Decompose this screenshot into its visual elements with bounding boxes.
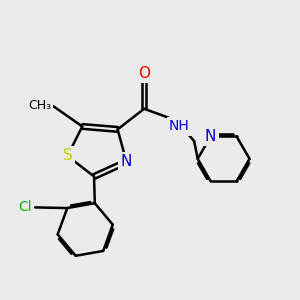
Text: CH₃: CH₃	[28, 99, 51, 112]
Text: N: N	[121, 154, 132, 169]
Text: NH: NH	[169, 119, 190, 134]
Text: N: N	[205, 129, 216, 144]
Text: O: O	[138, 66, 150, 81]
Text: Cl: Cl	[19, 200, 32, 214]
Text: S: S	[63, 148, 72, 164]
